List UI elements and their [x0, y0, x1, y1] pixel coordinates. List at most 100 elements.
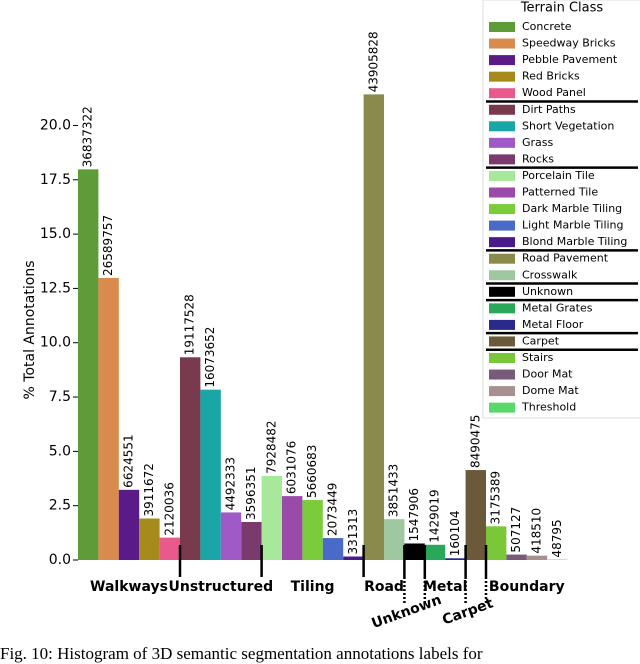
y-tick-label: 10.0 — [40, 335, 71, 351]
legend-swatch — [489, 137, 515, 148]
legend-swatch — [489, 154, 515, 165]
value-label: 1429019 — [428, 489, 442, 542]
value-label: 36837322 — [81, 106, 95, 167]
legend-swatch — [489, 237, 515, 248]
legend-swatch — [489, 253, 515, 264]
value-label: 5660683 — [305, 445, 319, 498]
legend-swatch — [489, 270, 515, 281]
legend-swatch — [489, 319, 515, 330]
y-tick-label: 5.0 — [49, 443, 71, 459]
value-label: 4492333 — [224, 457, 238, 510]
group-label: Road — [364, 579, 404, 595]
legend-swatch — [489, 303, 515, 314]
value-label: 507127 — [509, 507, 523, 553]
value-label: 1547906 — [407, 488, 421, 541]
value-label: 43905828 — [366, 31, 380, 92]
legend-swatch — [489, 220, 515, 231]
group-label: Metal — [423, 579, 467, 595]
legend-label: Patterned Tile — [522, 186, 598, 199]
legend-label: Stairs — [522, 351, 554, 364]
bar — [404, 543, 425, 560]
legend-label: Dark Marble Tiling — [522, 202, 622, 215]
legend-label: Light Marble Tiling — [522, 219, 624, 232]
legend-label: Concrete — [522, 20, 572, 33]
y-tick-label: 12.5 — [40, 280, 71, 296]
value-label: 26589757 — [101, 215, 115, 276]
legend-swatch — [489, 402, 515, 413]
legend-label: Unknown — [522, 285, 573, 298]
value-label: 48795 — [550, 519, 564, 557]
legend-swatch — [489, 386, 515, 397]
legend-label: Road Pavement — [522, 252, 609, 265]
legend-label: Pebble Pavement — [522, 53, 618, 66]
legend-label: Rocks — [522, 152, 554, 165]
group-label: Unstructured — [168, 579, 273, 595]
group-label: Tiling — [291, 579, 335, 595]
y-tick-label: 17.5 — [40, 172, 71, 188]
bar — [282, 496, 303, 560]
legend-swatch — [489, 204, 515, 215]
caption: Fig. 10: Histogram of 3D semantic segmen… — [0, 644, 483, 663]
legend-swatch — [489, 187, 515, 198]
legend-swatch — [489, 38, 515, 49]
group-label: Carpet — [440, 595, 495, 628]
y-tick-label: 15.0 — [40, 226, 71, 242]
y-tick-label: 7.5 — [49, 389, 71, 405]
group-label: Walkways — [90, 579, 168, 595]
legend-label: Grass — [522, 136, 554, 149]
bar — [118, 489, 140, 560]
legend-label: Speedway Bricks — [522, 37, 616, 50]
value-label: 7928482 — [264, 420, 278, 473]
bar — [322, 538, 344, 560]
value-label: 6624551 — [122, 434, 136, 487]
bar — [261, 475, 282, 560]
value-label: 418510 — [530, 508, 544, 554]
legend-swatch — [489, 336, 515, 347]
legend-label: Red Bricks — [522, 70, 580, 83]
legend-swatch — [489, 55, 515, 66]
bar — [98, 277, 119, 560]
bar — [384, 519, 405, 560]
legend-label: Metal Grates — [522, 301, 593, 314]
y-tick-label: 20.0 — [40, 117, 71, 133]
bar — [486, 526, 507, 560]
value-label: 160104 — [448, 510, 462, 556]
value-label: 331313 — [346, 509, 360, 555]
legend-label: Threshold — [521, 401, 576, 414]
legend-swatch — [489, 121, 515, 132]
bar — [220, 512, 242, 560]
legend-label: Metal Floor — [522, 318, 584, 331]
legend-swatch — [489, 22, 515, 32]
bar — [200, 389, 221, 560]
legend-label: Blond Marble Tiling — [522, 235, 627, 248]
value-label: 16073652 — [203, 327, 217, 388]
value-label: 3596351 — [244, 467, 258, 520]
bar — [526, 555, 548, 560]
bar — [180, 357, 201, 560]
value-label: 2120036 — [162, 482, 176, 535]
legend-label: Short Vegetation — [522, 119, 614, 132]
bar — [506, 554, 527, 560]
bar — [363, 94, 384, 560]
legend-label: Dome Mat — [522, 384, 579, 397]
legend-swatch — [489, 369, 515, 380]
legend-label: Dirt Paths — [522, 103, 576, 116]
value-label: 3175389 — [489, 471, 503, 524]
bar — [465, 470, 486, 560]
y-axis-title: % Total Annotations — [22, 261, 38, 400]
group-label: Unknown — [369, 592, 443, 632]
value-label: 19117528 — [183, 294, 197, 355]
legend-swatch — [489, 353, 515, 363]
bar — [78, 169, 99, 561]
legend-label: Wood Panel — [522, 86, 586, 99]
bar — [241, 521, 262, 560]
bar — [159, 537, 180, 560]
legend-label: Crosswalk — [522, 268, 578, 281]
legend-swatch — [489, 286, 515, 297]
legend-swatch — [489, 170, 515, 181]
value-label: 2073449 — [326, 483, 340, 536]
legend-title: Terrain Class — [520, 1, 604, 16]
legend-swatch — [489, 71, 515, 82]
legend-label: Porcelain Tile — [522, 169, 595, 182]
bar — [424, 544, 446, 560]
